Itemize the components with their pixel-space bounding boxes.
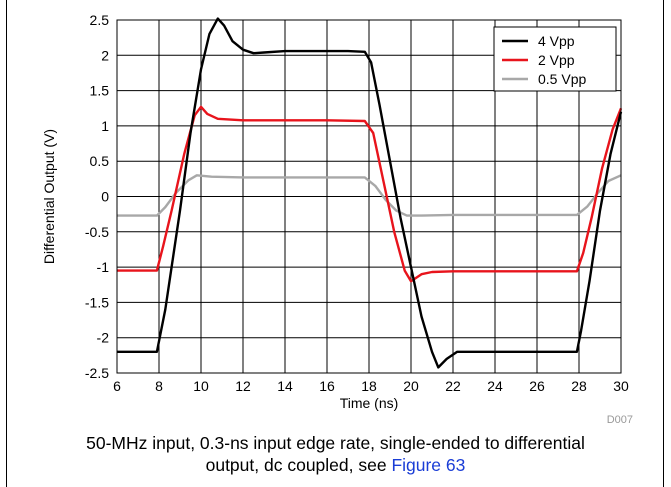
- x-tick-label: 10: [193, 378, 209, 394]
- x-tick-label: 28: [571, 378, 587, 394]
- figure-id: D007: [607, 414, 633, 426]
- y-tick-label: 1: [101, 118, 109, 134]
- y-tick-label: -1.5: [85, 294, 109, 310]
- y-tick-label: 0.5: [90, 153, 110, 169]
- y-tick-label: 0: [101, 189, 109, 205]
- y-tick-label: 2.5: [90, 12, 110, 28]
- x-axis-title: Time (ns): [340, 395, 399, 411]
- x-tick-label: 8: [155, 378, 163, 394]
- y-tick-label: -2.5: [85, 365, 109, 381]
- figure-caption: 50-MHz input, 0.3-ns input edge rate, si…: [20, 432, 651, 476]
- y-tick-label: 2: [101, 47, 109, 63]
- x-tick-label: 26: [529, 378, 545, 394]
- x-tick-label: 14: [277, 378, 293, 394]
- x-tick-labels: 6 8 10 12 14 16 18 20 22 24 26 28 30: [113, 378, 629, 394]
- x-tick-label: 22: [445, 378, 461, 394]
- y-tick-label: 1.5: [90, 83, 110, 99]
- x-tick-label: 24: [487, 378, 503, 394]
- legend-label-1: 2 Vpp: [538, 52, 575, 68]
- x-tick-label: 30: [613, 378, 629, 394]
- y-tick-label: -1: [97, 259, 110, 275]
- y-tick-label: -0.5: [85, 224, 109, 240]
- x-tick-label: 20: [403, 378, 419, 394]
- legend-label-2: 0.5 Vpp: [538, 71, 586, 87]
- caption-line-2: output, dc coupled, see: [205, 455, 392, 475]
- x-tick-label: 6: [113, 378, 121, 394]
- x-tick-label: 18: [361, 378, 377, 394]
- line-chart: 6 8 10 12 14 16 18 20 22 24 26 28 30 -2.5-2-1.5-1-0.…: [41, 12, 633, 426]
- y-axis-title: Differential Output (V): [41, 129, 57, 264]
- figure-frame: [6, 0, 664, 487]
- series-line-1: [117, 105, 623, 283]
- y-tick-label: -2: [97, 330, 110, 346]
- figure-63-link[interactable]: Figure 63: [391, 455, 466, 475]
- y-tick-labels: -2.5 -2 -1.5 -1 -0.5 0 0.5 1 1.5 2 2.5: [85, 12, 109, 381]
- legend-label-0: 4 Vpp: [538, 33, 575, 49]
- legend: 4 Vpp 2 Vpp 0.5 Vpp: [493, 26, 617, 92]
- x-tick-label: 12: [235, 378, 251, 394]
- caption-line-1: 50-MHz input, 0.3-ns input edge rate, si…: [86, 433, 585, 453]
- x-tick-label: 16: [319, 378, 335, 394]
- plot-border: [116, 19, 622, 374]
- series-line-0: [117, 17, 623, 369]
- series-lines: [117, 17, 623, 369]
